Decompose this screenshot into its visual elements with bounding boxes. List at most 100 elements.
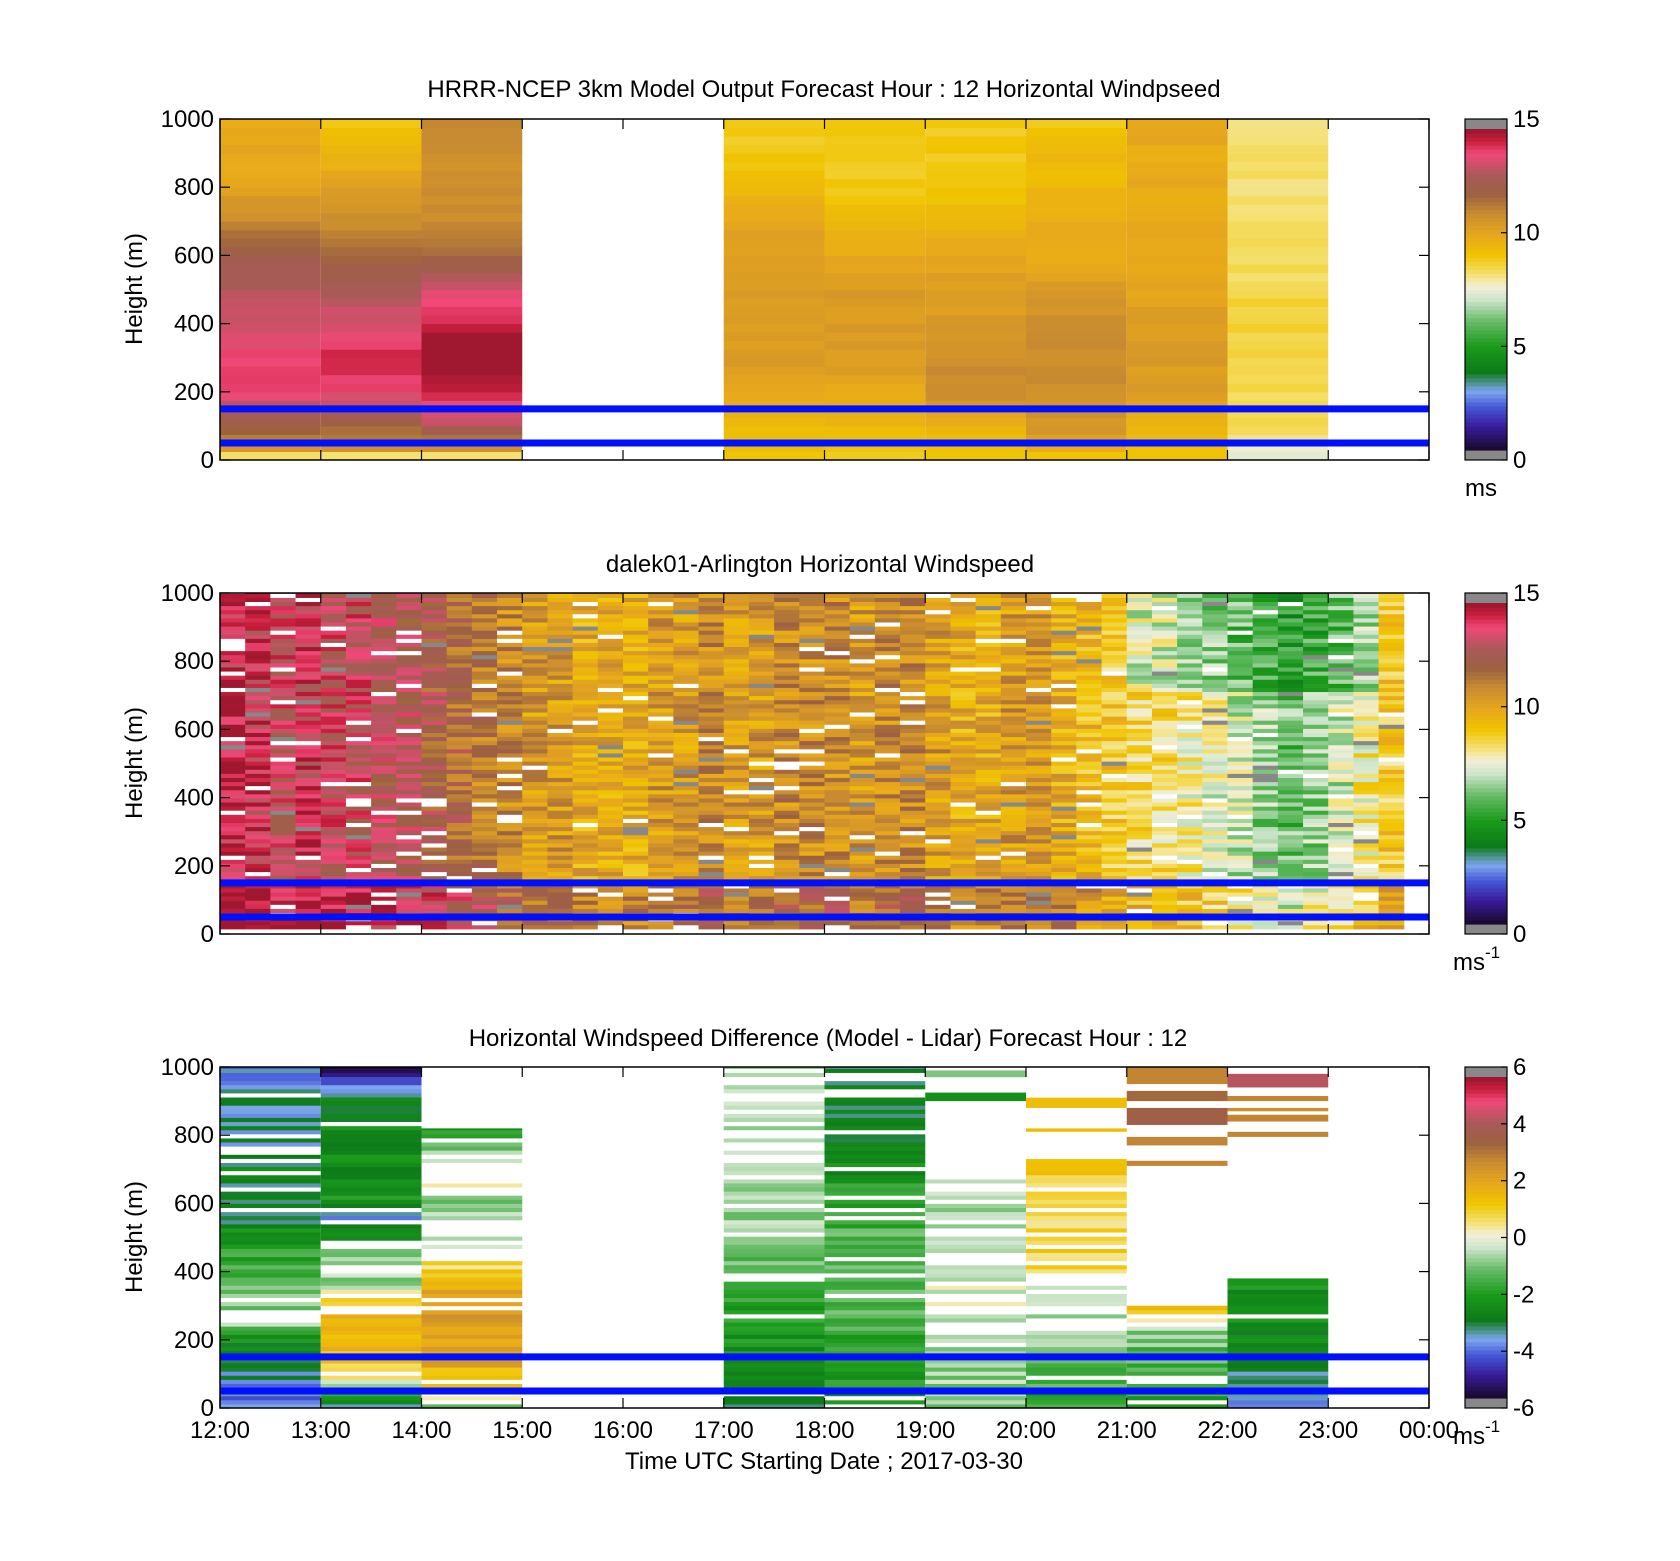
heatmap-cell [471,900,498,905]
heatmap-cell [371,748,397,754]
heatmap-cell [220,855,246,860]
heatmap-cell [522,658,548,664]
heatmap-cell [874,683,901,688]
heatmap-cell [597,834,624,840]
heatmap-cell [471,675,498,680]
heatmap-cell [1328,703,1354,709]
heatmap-cell [220,679,246,684]
heatmap-cell [975,601,1002,607]
heatmap-cell [295,662,322,668]
heatmap-cell [723,1256,825,1262]
heatmap-cell [1177,814,1203,819]
heatmap-cell [597,630,624,635]
heatmap-cell [748,736,775,742]
heatmap-cell [1076,658,1103,664]
heatmap-cell [1126,900,1153,905]
heatmap-cell [1126,654,1153,660]
heatmap-cell [295,793,322,799]
heatmap-cell [1177,806,1203,811]
heatmap-cell [723,1362,825,1368]
heatmap-cell [421,634,448,639]
heatmap-cell [925,781,951,787]
heatmap-cell [950,626,977,631]
heatmap-cell [698,847,725,852]
heatmap-cell [1051,613,1077,619]
heatmap-cell [1126,793,1153,799]
heatmap-cell [1051,699,1077,705]
heatmap-cell [220,1317,321,1323]
heatmap-cell [774,867,800,873]
heatmap-cell [1051,908,1077,914]
heatmap-cell [522,826,548,832]
heatmap-cell [799,630,825,635]
heatmap-cell [320,789,347,795]
heatmap-cell [421,1289,523,1294]
heatmap-cell [597,728,624,733]
heatmap-cell [572,757,599,762]
heatmap-cell [723,1268,825,1274]
heatmap-cell [849,806,876,811]
heatmap-cell [648,720,674,725]
heatmap-cell [748,867,775,873]
heatmap-cell [345,851,372,856]
heatmap-cell [1252,810,1279,815]
heatmap-cell [849,908,876,914]
heatmap-cell [320,1182,422,1188]
heatmap-cell [824,1375,926,1380]
heatmap-cell [522,740,548,746]
colorbar-swatch [1465,759,1507,765]
heatmap-cell [1101,716,1128,721]
heatmap-cell [245,863,271,869]
heatmap-cell [1051,826,1077,832]
heatmap-cell [245,675,271,680]
heatmap-cell [1378,605,1405,611]
heatmap-cell [774,630,800,635]
heatmap-cell [673,793,700,799]
heatmap-cell [950,892,977,897]
heatmap-cell [1000,671,1027,676]
heatmap-cell [1202,822,1228,828]
heatmap-cell [774,773,800,778]
heatmap-cell [799,712,825,717]
heatmap-cell [1026,238,1127,248]
heatmap-cell [1277,650,1304,656]
heatmap-cell [874,654,901,660]
heatmap-cell [849,859,876,864]
heatmap-cell [1353,634,1380,639]
heatmap-cell [925,830,951,836]
heatmap-cell [1101,593,1128,598]
heatmap-cell [1026,127,1127,137]
heatmap-cell [220,822,246,828]
heatmap-cell [1252,834,1279,840]
heatmap-cell [874,658,901,664]
heatmap-cell [1151,724,1178,729]
colorbar-swatch [1465,619,1507,624]
heatmap-cell [421,204,523,214]
heatmap-cell [723,1358,825,1364]
heatmap-cell [975,830,1002,836]
heatmap-cell [1378,597,1405,603]
heatmap-cell [673,814,700,819]
heatmap-cell [723,1240,825,1245]
heatmap-cell [396,781,422,787]
heatmap-cell [925,642,951,648]
heatmap-cell [1277,867,1304,873]
heatmap-cell [648,712,674,717]
heatmap-cell [497,744,523,750]
heatmap-cell [950,638,977,643]
heatmap-cell [723,1121,825,1127]
y-tick-label: 1000 [161,106,214,133]
heatmap-cell [723,1072,825,1078]
heatmap-cell [623,675,649,680]
heatmap-cell [1000,920,1027,926]
heatmap-cell [1378,875,1405,881]
heatmap-cell [774,601,800,607]
heatmap-cell [723,797,750,803]
heatmap-cell [220,1178,321,1184]
heatmap-cell [220,374,321,384]
heatmap-cell [799,761,825,766]
heatmap-cell [572,785,599,791]
heatmap-cell [1126,451,1228,460]
heatmap-cell [345,605,372,611]
colorbar-swatch [1465,429,1507,435]
